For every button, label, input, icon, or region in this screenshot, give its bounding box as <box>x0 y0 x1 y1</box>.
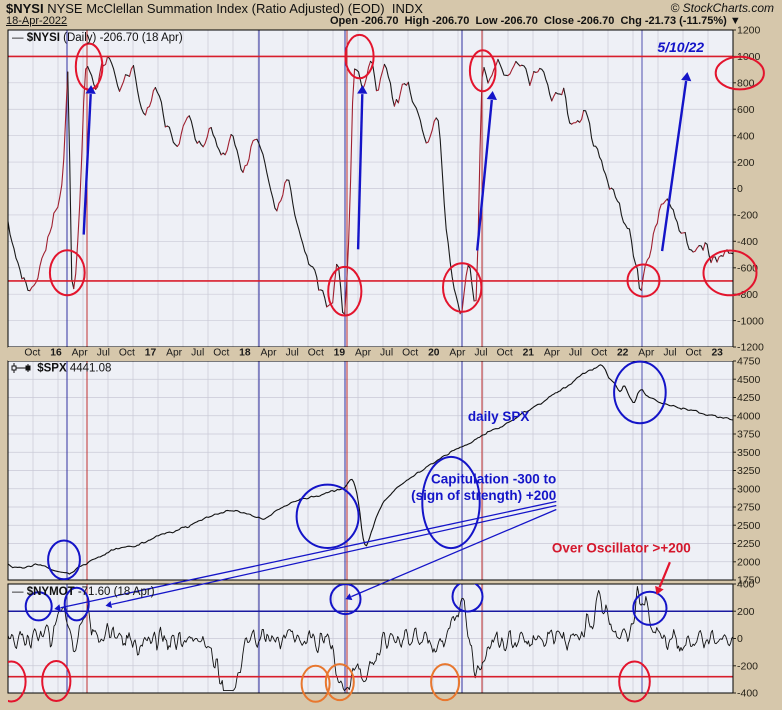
svg-text:600: 600 <box>737 104 755 116</box>
svg-text:4250: 4250 <box>737 392 761 404</box>
svg-text:3500: 3500 <box>737 447 761 459</box>
svg-text:Apr: Apr <box>355 348 372 359</box>
svg-text:4500: 4500 <box>737 374 761 386</box>
svg-text:Oct: Oct <box>24 348 40 359</box>
svg-text:Oct: Oct <box>308 348 324 359</box>
svg-text:Jul: Jul <box>286 348 299 359</box>
svg-text:19: 19 <box>334 348 346 359</box>
svg-text:3750: 3750 <box>737 429 761 441</box>
svg-text:Jul: Jul <box>97 348 110 359</box>
svg-text:21: 21 <box>523 348 535 359</box>
svg-text:400: 400 <box>737 579 755 591</box>
svg-text:Oct: Oct <box>119 348 135 359</box>
svg-text:Apr: Apr <box>638 348 655 359</box>
svg-text:-1000: -1000 <box>737 315 764 327</box>
svg-text:23: 23 <box>711 348 723 359</box>
svg-text:Oct: Oct <box>685 348 701 359</box>
svg-text:-1200: -1200 <box>737 342 764 354</box>
svg-text:2500: 2500 <box>737 520 761 532</box>
svg-text:Apr: Apr <box>260 348 277 359</box>
svg-text:2250: 2250 <box>737 538 761 550</box>
svg-text:Jul: Jul <box>474 348 487 359</box>
svg-text:200: 200 <box>737 157 755 169</box>
svg-text:0: 0 <box>737 633 743 645</box>
svg-text:3250: 3250 <box>737 465 761 477</box>
svg-text:Jul: Jul <box>191 348 204 359</box>
svg-text:Oct: Oct <box>402 348 418 359</box>
svg-text:17: 17 <box>145 348 157 359</box>
svg-text:4000: 4000 <box>737 410 761 422</box>
svg-text:-400: -400 <box>737 688 758 700</box>
svg-text:16: 16 <box>50 348 62 359</box>
svg-text:Capitulation -300 to: Capitulation -300 to <box>431 472 556 487</box>
svg-text:4750: 4750 <box>737 356 761 368</box>
svg-text:-200: -200 <box>737 210 758 222</box>
svg-text:-400: -400 <box>737 236 758 248</box>
svg-text:0: 0 <box>737 183 743 195</box>
svg-text:Jul: Jul <box>663 348 676 359</box>
svg-text:Oct: Oct <box>591 348 607 359</box>
svg-text:2000: 2000 <box>737 557 761 569</box>
svg-text:Jul: Jul <box>380 348 393 359</box>
svg-text:(sign of strength) +200: (sign of strength) +200 <box>411 488 556 503</box>
svg-text:daily SPX: daily SPX <box>468 409 530 424</box>
svg-text:Oct: Oct <box>497 348 513 359</box>
svg-text:Jul: Jul <box>569 348 582 359</box>
svg-text:-200: -200 <box>737 661 758 673</box>
svg-text:2750: 2750 <box>737 502 761 514</box>
svg-text:22: 22 <box>617 348 629 359</box>
svg-text:3000: 3000 <box>737 483 761 495</box>
svg-text:Apr: Apr <box>72 348 89 359</box>
svg-text:Over Oscillator >+200: Over Oscillator >+200 <box>552 541 691 556</box>
svg-text:Oct: Oct <box>213 348 229 359</box>
svg-text:18: 18 <box>239 348 251 359</box>
svg-text:Apr: Apr <box>449 348 466 359</box>
svg-text:5/10/22: 5/10/22 <box>657 39 704 55</box>
svg-text:20: 20 <box>428 348 440 359</box>
svg-text:400: 400 <box>737 130 755 142</box>
svg-text:Apr: Apr <box>166 348 183 359</box>
svg-text:200: 200 <box>737 606 755 618</box>
svg-text:Apr: Apr <box>544 348 561 359</box>
